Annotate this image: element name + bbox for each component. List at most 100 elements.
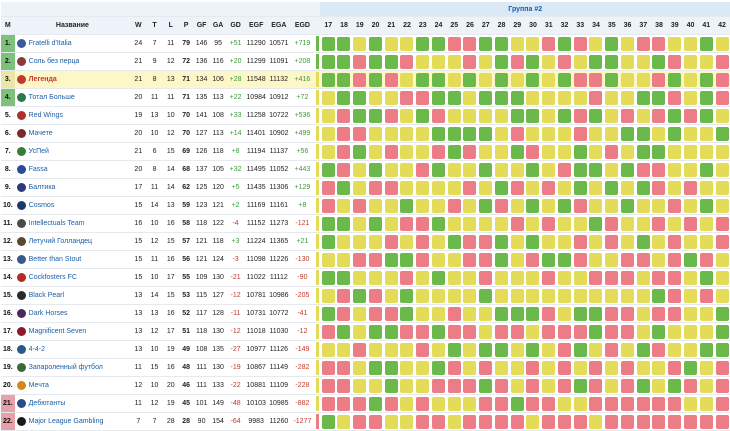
result-chip[interactable]: [652, 180, 666, 195]
col-header-tour[interactable]: 31: [540, 16, 557, 35]
result-chip[interactable]: [431, 216, 445, 231]
result-cell[interactable]: [509, 376, 526, 395]
result-chip[interactable]: [463, 252, 477, 267]
result-cell[interactable]: [603, 286, 620, 305]
result-cell[interactable]: [714, 376, 730, 395]
result-cell[interactable]: [666, 250, 683, 269]
result-cell[interactable]: [619, 88, 636, 107]
result-chip[interactable]: [668, 54, 682, 69]
result-cell[interactable]: [588, 70, 604, 89]
result-chip[interactable]: [683, 414, 697, 429]
result-cell[interactable]: [540, 34, 557, 53]
result-cell[interactable]: [414, 232, 431, 251]
col-header-name[interactable]: Название: [14, 16, 131, 35]
result-cell[interactable]: [588, 178, 604, 197]
result-cell[interactable]: [714, 412, 730, 431]
result-chip[interactable]: [683, 378, 697, 393]
result-cell[interactable]: [367, 250, 384, 269]
result-chip[interactable]: [384, 396, 398, 411]
result-chip[interactable]: [463, 324, 477, 339]
result-cell[interactable]: [336, 88, 352, 107]
result-cell[interactable]: [477, 124, 494, 143]
team-link[interactable]: Легенда: [28, 76, 57, 83]
result-cell[interactable]: [666, 34, 683, 53]
result-chip[interactable]: [384, 216, 398, 231]
result-chip[interactable]: [715, 126, 729, 141]
result-cell[interactable]: [619, 322, 636, 341]
result-chip[interactable]: [368, 306, 382, 321]
result-chip[interactable]: [384, 378, 398, 393]
result-cell[interactable]: [698, 232, 715, 251]
result-chip[interactable]: [652, 378, 666, 393]
result-cell[interactable]: [367, 142, 384, 161]
result-cell[interactable]: [462, 268, 478, 287]
result-cell[interactable]: [367, 178, 384, 197]
result-cell[interactable]: [698, 340, 715, 359]
result-chip[interactable]: [431, 144, 445, 159]
result-cell[interactable]: [399, 124, 415, 143]
result-cell[interactable]: [525, 124, 541, 143]
result-chip[interactable]: [337, 216, 351, 231]
result-chip[interactable]: [699, 36, 713, 51]
result-cell[interactable]: [651, 268, 667, 287]
result-cell[interactable]: [635, 340, 652, 359]
col-header-tour[interactable]: 21: [383, 16, 400, 35]
result-chip[interactable]: [589, 360, 603, 375]
result-chip[interactable]: [620, 72, 634, 87]
result-chip[interactable]: [400, 180, 414, 195]
result-cell[interactable]: [651, 88, 667, 107]
result-cell[interactable]: [540, 88, 557, 107]
result-cell[interactable]: [383, 412, 400, 431]
result-chip[interactable]: [652, 288, 666, 303]
result-chip[interactable]: [636, 180, 650, 195]
result-chip[interactable]: [494, 54, 508, 69]
result-cell[interactable]: [666, 196, 683, 215]
result-cell[interactable]: [367, 268, 384, 287]
result-chip[interactable]: [636, 396, 650, 411]
result-chip[interactable]: [494, 342, 508, 357]
result-cell[interactable]: [682, 34, 699, 53]
result-cell[interactable]: [430, 394, 447, 413]
result-chip[interactable]: [605, 252, 619, 267]
result-cell[interactable]: [556, 196, 573, 215]
result-cell[interactable]: [714, 304, 730, 323]
result-chip[interactable]: [573, 144, 587, 159]
result-chip[interactable]: [620, 396, 634, 411]
result-chip[interactable]: [384, 234, 398, 249]
result-chip[interactable]: [368, 414, 382, 429]
col-header-l[interactable]: L: [162, 16, 179, 35]
result-cell[interactable]: [383, 178, 400, 197]
result-chip[interactable]: [683, 306, 697, 321]
result-chip[interactable]: [368, 216, 382, 231]
result-cell[interactable]: [588, 268, 604, 287]
result-chip[interactable]: [652, 306, 666, 321]
result-cell[interactable]: [666, 106, 683, 125]
result-chip[interactable]: [636, 414, 650, 429]
result-cell[interactable]: [493, 286, 510, 305]
result-chip[interactable]: [573, 396, 587, 411]
result-cell[interactable]: [367, 124, 384, 143]
result-chip[interactable]: [416, 162, 430, 177]
result-cell[interactable]: [698, 412, 715, 431]
col-header-tour[interactable]: 38: [651, 16, 667, 35]
result-chip[interactable]: [494, 36, 508, 51]
result-chip[interactable]: [510, 36, 524, 51]
result-chip[interactable]: [620, 378, 634, 393]
result-chip[interactable]: [384, 414, 398, 429]
result-chip[interactable]: [447, 126, 461, 141]
result-cell[interactable]: [556, 70, 573, 89]
table-row[interactable]: 10. Cosmos 15 14 13 59 123 121 +2 11169 11161 +8: [1, 196, 730, 215]
result-chip[interactable]: [321, 180, 335, 195]
result-cell[interactable]: [477, 286, 494, 305]
result-cell[interactable]: [367, 394, 384, 413]
result-chip[interactable]: [715, 162, 729, 177]
result-cell[interactable]: [698, 250, 715, 269]
result-chip[interactable]: [494, 108, 508, 123]
result-chip[interactable]: [321, 234, 335, 249]
result-cell[interactable]: [635, 34, 652, 53]
result-cell[interactable]: [619, 178, 636, 197]
col-header-tour[interactable]: 17: [320, 16, 337, 35]
result-chip[interactable]: [557, 324, 571, 339]
result-chip[interactable]: [384, 306, 398, 321]
result-chip[interactable]: [715, 144, 729, 159]
